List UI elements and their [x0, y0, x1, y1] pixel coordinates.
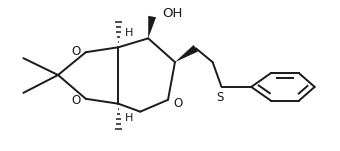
Text: O: O [71, 45, 81, 58]
Text: O: O [173, 97, 183, 110]
Text: O: O [71, 94, 81, 107]
Text: S: S [216, 91, 223, 104]
Polygon shape [175, 45, 198, 62]
Polygon shape [148, 16, 156, 38]
Text: H: H [124, 28, 133, 38]
Text: OH: OH [162, 7, 183, 20]
Text: H: H [124, 113, 133, 123]
